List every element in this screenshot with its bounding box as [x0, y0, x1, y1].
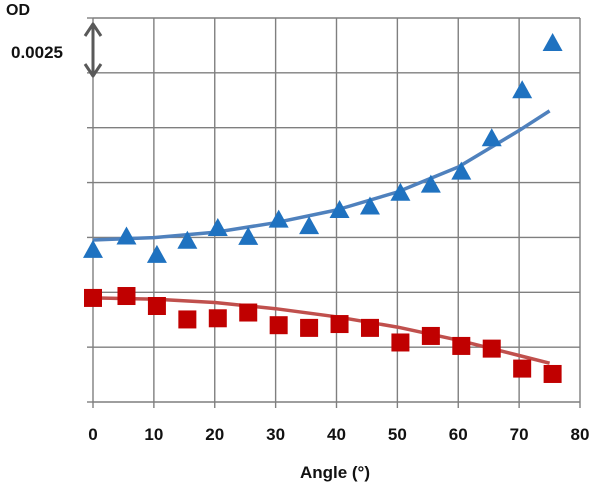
triangle-marker: [329, 200, 350, 218]
triangle-marker: [542, 32, 563, 51]
square-marker: [421, 326, 440, 345]
square-marker: [84, 288, 102, 307]
square-marker: [178, 310, 197, 329]
scale-bar-label: 0.0025: [11, 43, 63, 62]
y-axis-label: OD: [6, 2, 30, 19]
triangle-marker: [420, 174, 441, 193]
square-marker: [300, 318, 319, 337]
triangle-marker: [451, 161, 472, 180]
square-marker: [391, 333, 410, 352]
x-tick-label: 60: [449, 425, 468, 444]
square-marker: [117, 287, 136, 306]
x-tick-label: 50: [388, 425, 407, 444]
data-markers: [83, 32, 563, 383]
triangle-marker: [512, 80, 533, 99]
x-tick-label: 80: [571, 425, 590, 444]
triangle-marker: [116, 226, 137, 245]
scale-bar-arrowhead-top: [83, 22, 103, 37]
triangle-marker: [299, 216, 320, 235]
square-marker: [269, 316, 288, 335]
square-marker: [239, 303, 258, 322]
scale-bar-icon: [83, 22, 103, 78]
triangle-marker: [177, 230, 198, 249]
square-marker: [482, 339, 501, 358]
x-tick-label: 0: [88, 425, 97, 444]
x-axis-title: Angle (°): [300, 463, 370, 482]
triangle-marker: [146, 244, 167, 263]
square-marker: [330, 315, 349, 334]
square-marker: [360, 318, 379, 337]
fit-line-1: [92, 109, 551, 242]
triangle-marker: [481, 128, 502, 147]
x-tick-label: 30: [266, 425, 285, 444]
x-tick-label: 40: [327, 425, 346, 444]
square-marker: [208, 309, 227, 328]
x-tick-labels: 0 10 20 30 40 50 60 70 80: [88, 425, 589, 444]
x-tick-label: 70: [510, 425, 529, 444]
x-tick-label: 10: [144, 425, 163, 444]
x-tick-label: 20: [205, 425, 224, 444]
triangle-marker: [83, 239, 103, 258]
triangle-marker: [238, 226, 259, 245]
triangle-marker: [207, 218, 228, 237]
scale-bar-arrowhead-bottom: [83, 63, 103, 78]
triangle-marker: [359, 196, 380, 215]
square-marker: [543, 364, 562, 383]
square-marker: [147, 297, 166, 315]
triangle-marker: [268, 209, 289, 228]
square-marker: [452, 336, 471, 355]
triangle-marker: [390, 182, 411, 201]
square-marker: [513, 359, 532, 378]
